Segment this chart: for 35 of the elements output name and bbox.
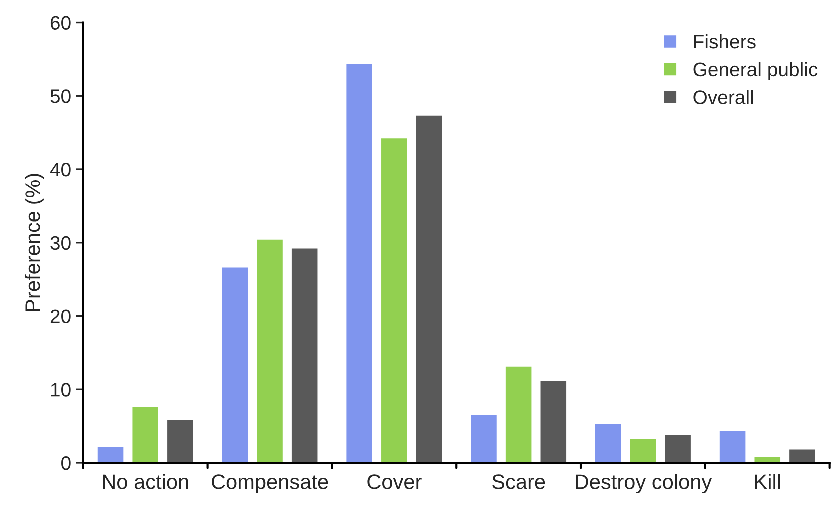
bar: [96, 446, 126, 463]
x-tick-label: Compensate: [212, 474, 328, 494]
x-tick-label: Destroy colony: [576, 474, 712, 494]
x-tick-label: Kill: [755, 474, 780, 490]
legend-label: Fishers: [694, 34, 756, 49]
x-tick-label: Cover: [368, 474, 422, 490]
bar: [290, 247, 320, 463]
bar: [753, 456, 782, 463]
y-tick-label: 40: [50, 162, 71, 177]
y-axis-title: Preference (%): [24, 174, 44, 312]
bar: [664, 434, 692, 463]
y-tick-label: 50: [50, 90, 71, 104]
bar: [594, 422, 623, 463]
y-tick-label: 60: [50, 16, 71, 30]
x-tick-label: Scare: [492, 474, 546, 490]
y-tick-label: 20: [50, 310, 71, 324]
x-tick-label: No action: [103, 474, 188, 490]
legend-label: General public: [694, 62, 818, 80]
bar: [220, 266, 250, 463]
bar: [718, 430, 748, 463]
bar: [628, 438, 658, 463]
bar: [166, 419, 195, 463]
bar: [788, 448, 817, 463]
y-tick-label: 0: [62, 456, 71, 470]
y-tick-label: 10: [51, 383, 71, 397]
bar: [131, 406, 160, 463]
bar: [470, 414, 498, 463]
bar: [539, 380, 568, 463]
bar: [380, 137, 409, 463]
bar: [414, 114, 444, 463]
y-tick-label: 30: [50, 236, 71, 250]
legend-label: Overall: [694, 90, 754, 104]
bar: [256, 238, 284, 463]
bar: [504, 365, 534, 463]
bar: [345, 63, 374, 463]
